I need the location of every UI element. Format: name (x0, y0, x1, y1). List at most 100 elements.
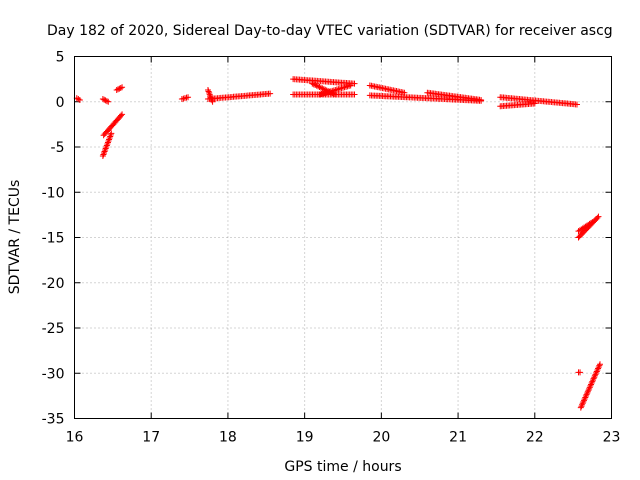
data-point (317, 84, 324, 91)
data-point (115, 86, 122, 93)
data-point (117, 112, 124, 119)
data-point (593, 368, 600, 375)
data-point (119, 84, 126, 91)
data-point (581, 395, 588, 402)
data-point (594, 214, 601, 221)
plot-frame (74, 56, 612, 419)
chart-title: Day 182 of 2020, Sidereal Day-to-day VTE… (47, 23, 613, 39)
data-point (587, 220, 594, 227)
data-point (478, 96, 485, 103)
data-point (577, 404, 584, 411)
x-axis-label: GPS time / hours (284, 459, 401, 475)
data-point (207, 94, 214, 101)
data-point (209, 98, 216, 105)
y-tick-label: -15 (42, 231, 65, 247)
data-point (594, 366, 601, 373)
data-point (577, 369, 584, 376)
data-point (116, 85, 123, 92)
data-point (586, 385, 593, 392)
data-point (117, 84, 124, 91)
data-point (585, 387, 592, 394)
axis-ticks: 16 17 18 19 20 21 22 23 5 0 -5 -10 -15 -20 -25 -30 -35 (42, 50, 621, 446)
data-point (185, 94, 192, 101)
y-tick-label: 5 (56, 50, 65, 66)
y-tick-label: -25 (42, 321, 65, 337)
data-point (584, 390, 591, 397)
x-tick-label: 19 (296, 430, 314, 446)
data-point (113, 86, 120, 93)
data-point (591, 374, 598, 381)
y-tick-label: -30 (42, 366, 65, 382)
data-point (591, 372, 598, 379)
y-tick-label: -35 (42, 412, 65, 428)
x-tick-label: 21 (449, 430, 467, 446)
data-point (320, 86, 327, 93)
data-point (206, 89, 213, 96)
data-point (578, 403, 585, 410)
data-point (586, 384, 593, 391)
data-point (319, 85, 326, 92)
y-axis-label: SDTVAR / TECUs (7, 180, 23, 295)
data-point (207, 92, 214, 99)
data-point (75, 96, 82, 103)
data-point (593, 369, 600, 376)
data-point (108, 130, 115, 137)
data-point (589, 219, 596, 226)
x-tick-label: 17 (142, 430, 160, 446)
data-point (596, 362, 603, 369)
data-point (316, 84, 323, 91)
y-tick-label: 0 (56, 95, 65, 111)
data-point (101, 96, 108, 103)
data-point (205, 88, 212, 95)
data-point (313, 82, 320, 89)
data-point (401, 89, 408, 96)
data-point (119, 111, 126, 118)
x-tick-label: 22 (526, 430, 544, 446)
grid (74, 56, 612, 419)
y-tick-label: -20 (42, 276, 65, 292)
data-point (592, 371, 599, 378)
data-point (267, 90, 274, 97)
data-point (588, 381, 595, 388)
data-point (596, 361, 603, 368)
data-point (204, 86, 211, 93)
x-tick-label: 18 (219, 430, 237, 446)
data-point (580, 398, 587, 405)
data-point (579, 401, 586, 408)
data-point (595, 213, 602, 220)
data-point (351, 91, 358, 98)
data-point (351, 80, 358, 87)
data-point (208, 95, 215, 102)
data-point (590, 375, 597, 382)
data-point (584, 388, 591, 395)
data-point (99, 96, 106, 103)
data-point (589, 378, 596, 385)
data-point (76, 96, 83, 103)
data-point (102, 97, 109, 104)
data-point (595, 364, 602, 371)
data-point (531, 100, 538, 107)
data-point (582, 393, 589, 400)
data-point (347, 82, 354, 89)
data-point (206, 91, 213, 98)
x-tick-label: 16 (66, 430, 84, 446)
y-tick-label: -10 (42, 185, 65, 201)
data-point (209, 97, 216, 104)
data-points (73, 76, 603, 411)
data-point (582, 394, 589, 401)
data-point (579, 400, 586, 407)
data-point (310, 81, 317, 88)
y-tick-label: -5 (51, 140, 65, 156)
data-point (103, 98, 110, 105)
data-point (588, 380, 595, 387)
data-point (589, 377, 596, 384)
data-point (573, 101, 580, 108)
data-point (105, 98, 112, 105)
x-tick-label: 23 (603, 430, 621, 446)
data-point (312, 82, 319, 89)
data-point (315, 83, 322, 90)
data-point (583, 391, 590, 398)
data-point (309, 80, 316, 87)
data-point (595, 365, 602, 372)
